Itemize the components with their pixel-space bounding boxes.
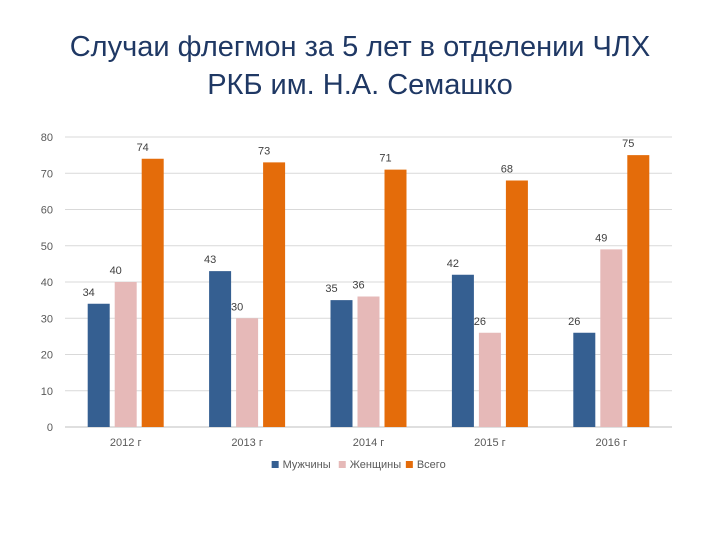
bars <box>87 155 650 427</box>
data-label: 30 <box>231 301 243 313</box>
data-label: 35 <box>325 283 337 295</box>
data-label: 74 <box>137 142 149 154</box>
data-label: 73 <box>258 145 270 157</box>
x-tick-label: 2016 г <box>596 437 628 449</box>
legend-label: Всего <box>417 459 446 471</box>
legend-swatch <box>405 461 413 468</box>
data-label: 68 <box>501 164 513 176</box>
data-label: 75 <box>622 138 634 150</box>
bar-1-5 <box>573 332 596 427</box>
data-label: 26 <box>568 316 580 328</box>
bar-3-5 <box>627 155 650 427</box>
chart-title-line-1: Случаи флегмон за 5 лет в отделении ЧЛХ <box>69 31 651 63</box>
y-tick-label: 0 <box>47 422 53 434</box>
bar-2-2 <box>236 318 259 427</box>
bar-3-4 <box>505 180 528 427</box>
y-tick-label: 80 <box>41 132 53 144</box>
legend-swatch <box>338 461 346 468</box>
bar-2-4 <box>478 332 501 427</box>
x-tick-label: 2013 г <box>231 437 263 449</box>
legend-label: Женщины <box>350 459 401 471</box>
data-label: 26 <box>474 316 486 328</box>
bar-3-3 <box>384 169 407 427</box>
chart-title: Случаи флегмон за 5 лет в отделении ЧЛХ … <box>0 28 720 104</box>
legend-label: Мужчины <box>283 459 331 471</box>
y-tick-label: 70 <box>41 168 53 180</box>
data-labels: 34 40 74 43 30 73 35 36 71 42 26 68 26 49 75 <box>83 138 635 328</box>
legend-swatch <box>271 461 279 468</box>
bar-3-1 <box>141 158 164 427</box>
data-label: 34 <box>83 287 95 299</box>
x-tick-label: 2012 г <box>110 437 142 449</box>
data-label: 40 <box>110 265 122 277</box>
y-tick-label: 50 <box>41 241 53 253</box>
data-label: 71 <box>379 153 391 165</box>
bar-2-3 <box>357 296 380 427</box>
bar-1-2 <box>209 271 232 427</box>
y-tick-label: 20 <box>41 350 53 362</box>
bar-1-1 <box>87 303 110 427</box>
bar-1-3 <box>330 300 353 427</box>
bar-3-2 <box>263 162 286 427</box>
data-label: 42 <box>447 258 459 270</box>
y-tick-label: 30 <box>41 313 53 325</box>
data-label: 36 <box>352 280 364 292</box>
x-tick-label: 2014 г <box>353 437 385 449</box>
chart-title-line-2: РКБ им. Н.А. Семашко <box>207 69 513 101</box>
data-label: 43 <box>204 254 216 266</box>
y-axis: 0 10 20 30 40 50 60 70 80 <box>41 132 53 434</box>
y-tick-label: 10 <box>41 386 53 398</box>
y-tick-label: 40 <box>41 277 53 289</box>
legend: Мужчины Женщины Всего <box>271 459 446 471</box>
x-tick-label: 2015 г <box>474 437 506 449</box>
bar-2-5 <box>600 249 623 427</box>
bar-1-4 <box>451 274 474 427</box>
data-label: 49 <box>595 232 607 244</box>
y-tick-label: 60 <box>41 205 53 217</box>
x-axis: 2012 г 2013 г 2014 г 2015 г 2016 г <box>110 437 627 449</box>
bar-2-1 <box>114 282 137 427</box>
